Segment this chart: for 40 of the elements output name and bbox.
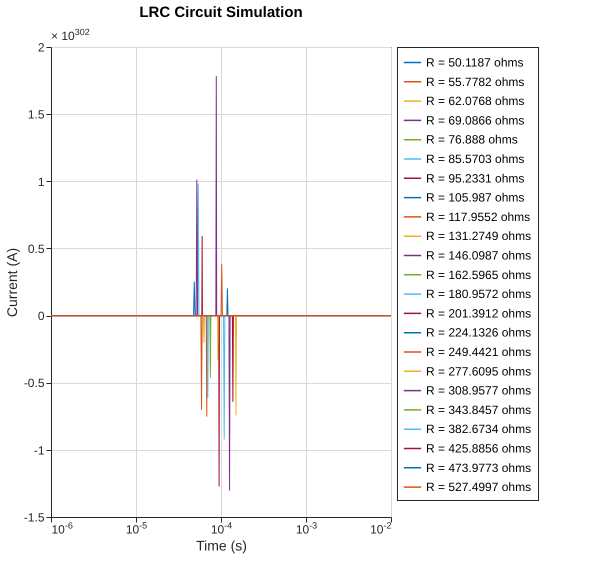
legend-label: R = 473.9773 ohms [426, 460, 532, 475]
legend-label: R = 180.9572 ohms [426, 287, 532, 302]
legend-label: R = 76.888 ohms [426, 132, 518, 147]
y-tick-label: -0.5 [24, 376, 45, 390]
legend-label: R = 277.6095 ohms [426, 364, 532, 378]
legend-label: R = 308.9577 ohms [426, 384, 532, 398]
x-axis-title: Time (s) [196, 538, 247, 554]
legend-label: R = 425.8856 ohms [426, 442, 532, 456]
y-tick-label: 0 [38, 309, 45, 324]
y-tick-label: 2 [38, 40, 45, 54]
chart-title: LRC Circuit Simulation [139, 4, 303, 21]
legend-label: R = 201.3912 ohms [426, 306, 532, 320]
x-tick-label: 10$^{-4}$ [210, 520, 232, 536]
legend-label: R = 105.987 ohms [426, 190, 524, 205]
y-axis-title: Current (A) [4, 248, 20, 318]
y-tick-label: -1.5 [24, 510, 45, 524]
y-tick-label: -1 [34, 443, 45, 458]
x-tick-label: 10$^{-3}$ [296, 520, 318, 536]
legend-label: R = 85.5703 ohms [426, 152, 524, 166]
legend-label: R = 343.8457 ohms [426, 402, 532, 417]
legend-label: R = 146.0987 ohms [426, 248, 532, 262]
legend-label: R = 249.4421 ohms [426, 345, 532, 359]
legend-label: R = 62.0768 ohms [426, 94, 524, 108]
y-tick-label: 1.5 [28, 108, 45, 122]
text: × 10$^{302}$ [51, 27, 90, 43]
legend-label: R = 382.6734 ohms [426, 422, 532, 436]
y-tick-label: 0.5 [28, 242, 45, 256]
y-tick-label: 1 [38, 174, 45, 189]
legend-label: R = 117.9552 ohms [426, 210, 530, 224]
legend-label: R = 50.1187 ohms [426, 56, 524, 70]
legend-label: R = 95.2331 ohms [426, 171, 524, 186]
x-tick-label: 10$^{-2}$ [370, 520, 392, 536]
legend-label: R = 131.2749 ohms [426, 229, 532, 244]
legend-label: R = 55.7782 ohms [426, 74, 524, 89]
legend-label: R = 162.5965 ohms [426, 268, 532, 282]
legend-label: R = 224.1326 ohms [426, 326, 532, 340]
x-tick-label: 10$^{-6}$ [52, 520, 73, 536]
x-tick-label: 10$^{-5}$ [126, 520, 148, 536]
legend-label: R = 527.4997 ohms [426, 480, 532, 494]
legend-label: R = 69.0866 ohms [426, 113, 524, 128]
